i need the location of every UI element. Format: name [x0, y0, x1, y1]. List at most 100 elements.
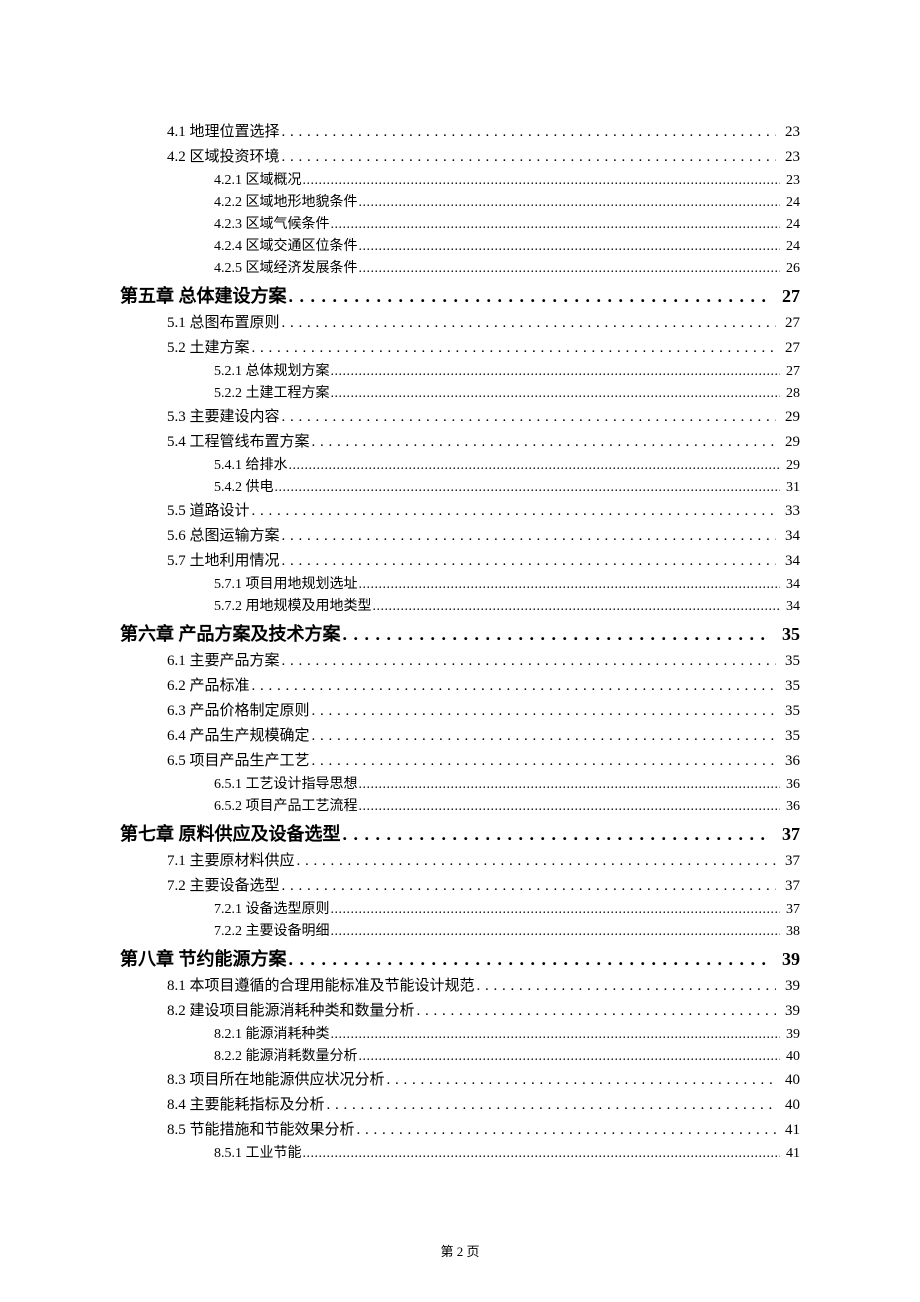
toc-leader — [303, 1143, 781, 1165]
toc-entry: 5.2 土建方案 27 — [120, 336, 800, 361]
table-of-contents: 4.1 地理位置选择234.2 区域投资环境234.2.1 区域概况234.2.… — [120, 120, 800, 1165]
toc-entry-label: 4.2.3 区域气候条件 — [214, 214, 331, 236]
toc-entry: 7.2.2 主要设备明细 38 — [120, 921, 800, 943]
toc-leader — [252, 674, 776, 699]
toc-entry-label: 5.2.1 总体规划方案 — [214, 361, 331, 383]
toc-entry-label: 5.2 土建方案 — [167, 336, 252, 361]
toc-entry: 7.2.1 设备选型原则37 — [120, 899, 800, 921]
toc-entry: 5.5 道路设计33 — [120, 499, 800, 524]
toc-entry: 8.4 主要能耗指标及分析 40 — [120, 1093, 800, 1118]
toc-entry: 第五章 总体建设方案 27 — [120, 282, 800, 311]
toc-entry-label: 第八章 节约能源方案 — [120, 945, 289, 974]
toc-entry-label: 4.2.2 区域地形地貌条件 — [214, 192, 359, 214]
toc-leader — [252, 336, 776, 361]
toc-entry: 5.7.1 项目用地规划选址34 — [120, 574, 800, 596]
toc-leader — [282, 549, 776, 574]
toc-entry-page: 40 — [776, 1093, 800, 1118]
toc-leader — [359, 192, 781, 214]
toc-leader — [331, 921, 781, 943]
toc-entry-page: 27 — [772, 282, 800, 311]
toc-leader — [343, 820, 773, 849]
toc-entry-page: 29 — [776, 405, 800, 430]
toc-leader — [343, 620, 773, 649]
toc-leader — [275, 477, 781, 499]
toc-entry: 6.3 产品价格制定原则35 — [120, 699, 800, 724]
toc-entry-page: 34 — [776, 524, 800, 549]
toc-entry: 4.2.1 区域概况23 — [120, 170, 800, 192]
toc-leader — [359, 574, 781, 596]
toc-entry: 6.1 主要产品方案 35 — [120, 649, 800, 674]
toc-leader — [282, 120, 776, 145]
toc-entry-page: 35 — [776, 649, 800, 674]
toc-leader — [289, 945, 773, 974]
toc-leader — [282, 145, 776, 170]
toc-leader — [282, 405, 776, 430]
toc-entry: 5.7.2 用地规模及用地类型34 — [120, 596, 800, 618]
toc-entry-page: 36 — [780, 796, 800, 818]
toc-entry-page: 39 — [772, 945, 800, 974]
toc-entry-label: 8.2 建设项目能源消耗种类和数量分析 — [167, 999, 417, 1024]
toc-entry-page: 31 — [780, 477, 800, 499]
toc-entry: 8.2.1 能源消耗种类39 — [120, 1024, 800, 1046]
toc-leader — [331, 214, 781, 236]
toc-leader — [289, 455, 781, 477]
toc-entry-page: 35 — [776, 674, 800, 699]
toc-entry: 4.1 地理位置选择23 — [120, 120, 800, 145]
toc-entry-label: 6.1 主要产品方案 — [167, 649, 282, 674]
toc-entry-label: 8.2.2 能源消耗数量分析 — [214, 1046, 359, 1068]
toc-entry-page: 38 — [780, 921, 800, 943]
toc-entry-page: 33 — [776, 499, 800, 524]
toc-entry-label: 8.3 项目所在地能源供应状况分析 — [167, 1068, 387, 1093]
toc-entry: 第七章 原料供应及设备选型37 — [120, 820, 800, 849]
toc-entry-label: 5.7 土地利用情况 — [167, 549, 282, 574]
toc-entry: 4.2.4 区域交通区位条件24 — [120, 236, 800, 258]
page-footer: 第 2 页 — [0, 1241, 920, 1260]
toc-leader — [327, 1093, 776, 1118]
toc-entry: 6.5.2 项目产品工艺流程36 — [120, 796, 800, 818]
toc-entry: 第八章 节约能源方案 39 — [120, 945, 800, 974]
toc-leader — [359, 774, 781, 796]
toc-entry-page: 41 — [776, 1118, 800, 1143]
toc-entry: 5.6 总图运输方案 34 — [120, 524, 800, 549]
toc-entry-label: 5.4 工程管线布置方案 — [167, 430, 312, 455]
toc-entry-label: 7.2.2 主要设备明细 — [214, 921, 331, 943]
toc-entry-label: 第七章 原料供应及设备选型 — [120, 820, 343, 849]
toc-entry: 8.3 项目所在地能源供应状况分析40 — [120, 1068, 800, 1093]
toc-entry-label: 5.4.2 供电 — [214, 477, 275, 499]
toc-entry-label: 5.6 总图运输方案 — [167, 524, 282, 549]
toc-entry-page: 36 — [776, 749, 800, 774]
toc-entry-page: 27 — [776, 336, 800, 361]
toc-entry-page: 35 — [776, 699, 800, 724]
toc-leader — [282, 874, 776, 899]
toc-entry: 4.2.3 区域气候条件24 — [120, 214, 800, 236]
toc-entry-page: 35 — [772, 620, 800, 649]
toc-entry-label: 5.4.1 给排水 — [214, 455, 289, 477]
toc-entry: 7.2 主要设备选型37 — [120, 874, 800, 899]
toc-entry-label: 8.5.1 工业节能 — [214, 1143, 303, 1165]
toc-entry: 6.4 产品生产规模确定35 — [120, 724, 800, 749]
toc-entry-page: 29 — [776, 430, 800, 455]
toc-entry-label: 6.5 项目产品生产工艺 — [167, 749, 312, 774]
toc-entry-label: 8.2.1 能源消耗种类 — [214, 1024, 331, 1046]
toc-entry-label: 8.5 节能措施和节能效果分析 — [167, 1118, 357, 1143]
toc-entry-label: 7.1 主要原材料供应 — [167, 849, 297, 874]
toc-entry-label: 6.4 产品生产规模确定 — [167, 724, 312, 749]
toc-leader — [252, 499, 776, 524]
toc-entry-label: 4.2 区域投资环境 — [167, 145, 282, 170]
toc-entry-label: 第六章 产品方案及技术方案 — [120, 620, 343, 649]
toc-entry-label: 6.2 产品标准 — [167, 674, 252, 699]
toc-leader — [312, 749, 776, 774]
toc-entry-page: 24 — [780, 192, 800, 214]
toc-entry-label: 8.4 主要能耗指标及分析 — [167, 1093, 327, 1118]
toc-entry-label: 第五章 总体建设方案 — [120, 282, 289, 311]
toc-entry-page: 37 — [780, 899, 800, 921]
toc-entry-label: 5.3 主要建设内容 — [167, 405, 282, 430]
toc-entry: 5.7 土地利用情况34 — [120, 549, 800, 574]
toc-leader — [331, 361, 781, 383]
toc-entry: 4.2.2 区域地形地貌条件 24 — [120, 192, 800, 214]
toc-entry-label: 4.2.5 区域经济发展条件 — [214, 258, 359, 280]
toc-entry-page: 23 — [776, 120, 800, 145]
toc-leader — [312, 699, 776, 724]
toc-leader — [303, 170, 781, 192]
toc-entry-page: 34 — [780, 574, 800, 596]
